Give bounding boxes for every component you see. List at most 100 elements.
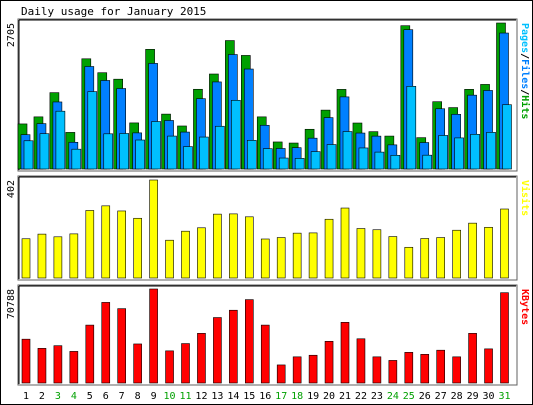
pages-bar-day-2 xyxy=(39,133,50,170)
pages-bar-day-9 xyxy=(151,121,161,170)
kbytes-bar-day-19 xyxy=(308,354,318,384)
day-label-7: 7 xyxy=(119,391,125,402)
legend-part: Hits xyxy=(519,95,531,119)
day-label-29: 29 xyxy=(467,391,479,402)
day-label-22: 22 xyxy=(355,391,367,402)
visits-bar-day-9 xyxy=(149,179,158,279)
visits-bar-day-30 xyxy=(484,226,493,279)
kbytes-bar-day-22 xyxy=(356,338,366,384)
pages-bar-day-8 xyxy=(135,139,145,170)
visits-bar-day-25 xyxy=(404,246,414,279)
visits-bar-day-23 xyxy=(372,229,382,279)
pages-bar-day-13 xyxy=(215,125,225,170)
day-label-25: 25 xyxy=(403,391,415,402)
pages-bar-day-14 xyxy=(231,99,241,170)
visits-bar-day-1 xyxy=(21,238,31,279)
series-legend-kbytes: KBytes xyxy=(519,289,530,325)
day-label-8: 8 xyxy=(135,391,141,402)
legend-part: Files xyxy=(519,59,531,89)
day-label-30: 30 xyxy=(483,391,495,402)
kbytes-bar-day-28 xyxy=(452,356,461,384)
day-label-17: 17 xyxy=(275,391,287,402)
day-label-31: 31 xyxy=(498,391,510,402)
day-label-2: 2 xyxy=(39,391,45,402)
kbytes-bar-day-11 xyxy=(181,343,190,384)
visits-bar-day-22 xyxy=(356,228,366,279)
kbytes-bar-day-12 xyxy=(197,333,206,384)
pages-bar-day-24 xyxy=(390,154,401,170)
kbytes-bar-day-21 xyxy=(340,322,350,384)
pages-bar-day-22 xyxy=(358,147,369,170)
visits-bar-day-29 xyxy=(468,222,477,279)
ymax-label-kbytes: 70788 xyxy=(6,289,17,319)
pages-bar-day-30 xyxy=(486,132,496,170)
pages-bar-day-17 xyxy=(278,157,289,170)
day-label-5: 5 xyxy=(87,391,93,402)
ymax-label-hits_files_pages: 2705 xyxy=(6,23,17,47)
pages-bar-day-7 xyxy=(119,133,129,170)
pages-bar-day-28 xyxy=(454,137,464,170)
day-label-28: 28 xyxy=(451,391,463,402)
day-label-23: 23 xyxy=(371,391,383,402)
visits-bar-day-16 xyxy=(260,238,270,279)
series-legend-hits_files_pages: Pages/Files/Hits xyxy=(519,23,531,119)
kbytes-bar-day-10 xyxy=(165,350,174,384)
visits-bar-day-5 xyxy=(85,210,95,279)
chart-title: Daily usage for January 2015 xyxy=(21,5,206,18)
day-label-14: 14 xyxy=(227,391,239,402)
kbytes-bar-day-13 xyxy=(213,317,222,384)
visits-bar-day-11 xyxy=(181,230,190,279)
legend-part: Visits xyxy=(519,180,531,216)
visits-bar-day-4 xyxy=(69,233,79,279)
kbytes-bar-day-16 xyxy=(260,324,270,384)
day-label-12: 12 xyxy=(195,391,207,402)
kbytes-bar-day-26 xyxy=(420,354,430,384)
visits-bar-day-19 xyxy=(308,232,318,279)
day-label-4: 4 xyxy=(71,391,77,402)
kbytes-bar-day-18 xyxy=(292,356,302,384)
panel-kbytes: 70788 KBytes xyxy=(6,284,530,386)
legend-part: Pages xyxy=(519,23,530,53)
visits-bar-day-7 xyxy=(117,210,126,279)
legend-part: / xyxy=(519,89,530,95)
day-label-1: 1 xyxy=(23,391,29,402)
kbytes-bar-day-17 xyxy=(276,364,286,384)
visits-bar-day-6 xyxy=(101,205,111,279)
visits-bar-day-24 xyxy=(388,236,398,279)
day-label-21: 21 xyxy=(339,391,351,402)
day-label-13: 13 xyxy=(211,391,223,402)
pages-bar-day-4 xyxy=(71,148,82,170)
kbytes-bar-day-30 xyxy=(484,348,493,384)
kbytes-bar-day-31 xyxy=(500,292,509,384)
kbytes-bar-day-3 xyxy=(53,345,63,384)
kbytes-bar-day-14 xyxy=(229,309,238,384)
visits-bar-day-17 xyxy=(276,237,286,279)
legend-part: / xyxy=(519,53,530,59)
pages-bar-day-26 xyxy=(422,154,433,170)
visits-bar-day-21 xyxy=(340,207,350,279)
day-label-11: 11 xyxy=(179,391,191,402)
kbytes-bar-day-8 xyxy=(133,343,142,384)
day-label-16: 16 xyxy=(259,391,271,402)
pages-bar-day-12 xyxy=(199,136,209,170)
visits-bar-day-14 xyxy=(229,213,238,279)
day-label-9: 9 xyxy=(151,391,157,402)
visits-bar-day-12 xyxy=(197,227,206,279)
visits-bar-day-3 xyxy=(53,236,63,279)
pages-bar-day-20 xyxy=(326,144,337,170)
visits-bar-day-10 xyxy=(165,239,174,279)
kbytes-bar-day-15 xyxy=(245,299,254,384)
kbytes-bar-day-5 xyxy=(85,324,95,384)
kbytes-bar-day-27 xyxy=(436,349,446,384)
visits-bar-day-13 xyxy=(213,213,222,279)
series-legend-visits: Visits xyxy=(519,180,531,216)
day-label-6: 6 xyxy=(103,391,109,402)
day-label-10: 10 xyxy=(164,391,176,402)
panel-hits_files_pages: 2705 Pages/Files/Hits xyxy=(6,18,531,172)
kbytes-bar-day-7 xyxy=(117,308,126,384)
pages-bar-day-27 xyxy=(438,135,449,170)
kbytes-bar-day-24 xyxy=(388,360,398,384)
visits-bar-day-18 xyxy=(292,232,302,279)
pages-bar-day-10 xyxy=(167,135,177,170)
